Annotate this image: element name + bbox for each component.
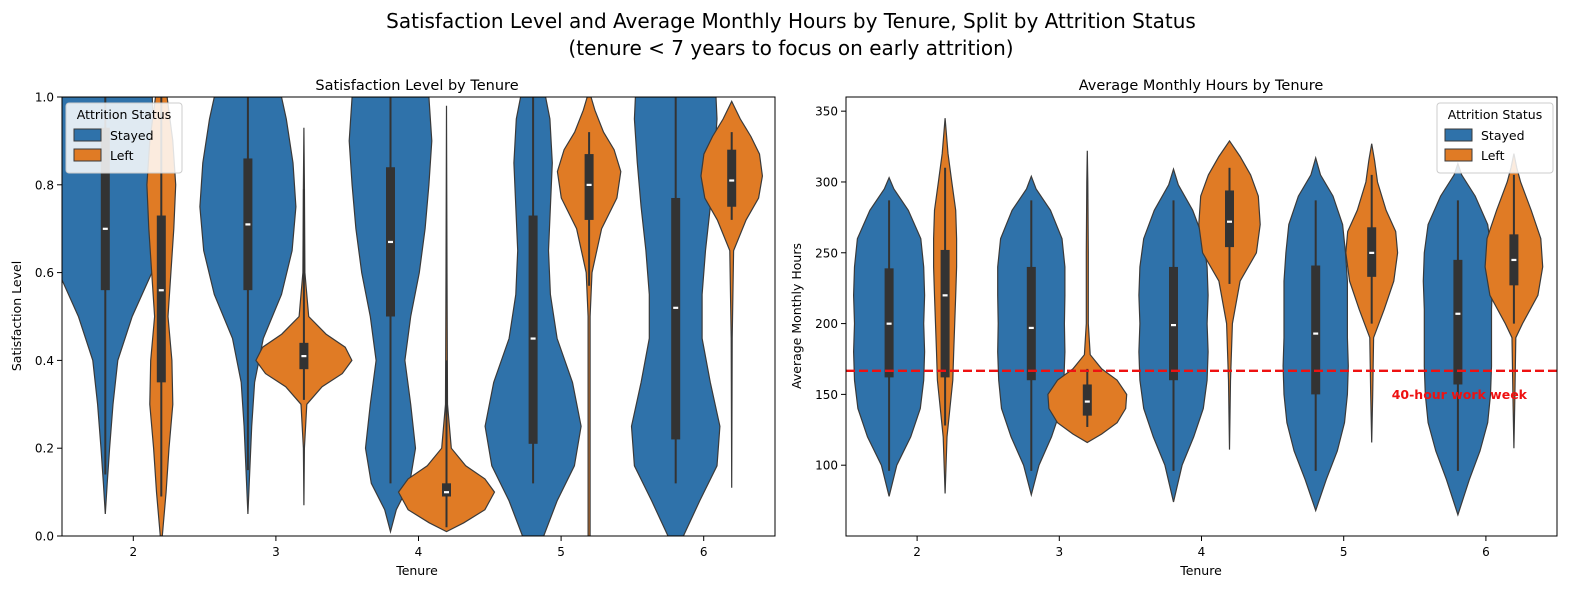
x-tick-label: 3 [1055,545,1063,559]
median-stayed-tenure-3 [1028,326,1034,330]
reference-line-label: 40-hour work week [1392,387,1528,402]
x-tick-label: 2 [913,545,921,559]
median-left-tenure-6 [1511,258,1517,262]
x-tick-label: 3 [272,545,280,559]
satisfaction-y-axis-label: Satisfaction Level [9,261,24,371]
median-stayed-tenure-2 [886,322,892,325]
iqr-box-stayed-tenure-6 [671,197,681,440]
median-stayed-tenure-2 [102,227,108,230]
legend-entry-left: Left [1481,148,1505,163]
legend-swatch-stayed [73,128,102,142]
y-tick-label: 150 [815,388,838,402]
y-tick-label: 0.2 [35,442,54,456]
iqr-box-stayed-tenure-4 [1169,266,1178,381]
iqr-box-left-tenure-2 [156,215,166,383]
median-left-tenure-4 [444,491,449,494]
y-tick-label: 0.6 [35,266,54,280]
iqr-box-left-tenure-5 [584,154,594,220]
median-left-tenure-5 [1369,251,1375,254]
figure-subtitle: (tenure < 7 years to focus on early attr… [568,36,1014,60]
legend-entry-left: Left [110,148,134,163]
iqr-box-stayed-tenure-5 [1311,265,1321,395]
iqr-box-stayed-tenure-2 [100,127,110,291]
y-tick-label: 200 [815,317,838,331]
plot-area [62,97,764,536]
median-stayed-tenure-4 [1171,323,1176,327]
y-tick-label: 1.0 [35,91,54,105]
median-stayed-tenure-5 [530,337,536,340]
violin-left-tenure-3 [1047,150,1128,444]
median-stayed-tenure-5 [1313,332,1319,335]
violin-left-tenure-4 [397,105,496,533]
x-tick-label: 4 [1198,545,1206,559]
median-left-tenure-5 [586,183,592,186]
legend-entry-stayed: Stayed [110,128,154,143]
hours-panel-title: Average Monthly Hours by Tenure [1079,78,1324,94]
y-tick-label: 0.0 [35,530,54,544]
iqr-box-stayed-tenure-5 [528,215,538,444]
y-tick-label: 100 [815,459,838,473]
iqr-box-left-tenure-4 [442,483,451,497]
hours-panel: Average Monthly Hours by Tenure Tenure A… [789,78,1558,578]
satisfaction-panel-title: Satisfaction Level by Tenure [315,78,518,94]
median-stayed-tenure-6 [1455,312,1461,315]
iqr-box-left-tenure-3 [1082,384,1092,416]
legend-entry-stayed: Stayed [1481,128,1525,143]
hours-x-axis-label: Tenure [1179,563,1222,578]
x-tick-label: 6 [1482,545,1490,559]
violin-left-tenure-4 [1198,139,1261,450]
violin-left-tenure-6 [700,100,764,488]
x-tick-label: 5 [1340,545,1348,559]
iqr-box-left-tenure-6 [727,149,737,207]
x-tick-label: 6 [700,545,708,559]
median-left-tenure-2 [942,294,948,297]
median-left-tenure-2 [158,289,164,292]
iqr-box-stayed-tenure-3 [1026,266,1036,381]
x-tick-label: 2 [129,545,137,559]
y-tick-label: 300 [815,175,838,189]
y-tick-label: 0.4 [35,354,54,368]
iqr-box-left-tenure-4 [1225,190,1234,248]
satisfaction-panel: Satisfaction Level by Tenure Tenure Sati… [9,78,776,578]
y-tick-label: 0.8 [35,178,54,192]
y-tick-label: 350 [815,105,838,119]
plot-area [852,118,1544,517]
legend-swatch-left [73,148,102,162]
violin-stayed-tenure-2 [62,97,154,515]
figure-title: Satisfaction Level and Average Monthly H… [386,9,1196,33]
median-left-tenure-4 [1227,220,1232,223]
x-tick-label: 5 [557,545,565,559]
median-stayed-tenure-4 [388,240,393,244]
median-left-tenure-6 [729,179,735,182]
y-tick-label: 250 [815,246,838,260]
legend-swatch-left [1444,148,1473,162]
violin-left-tenure-5 [556,97,622,536]
median-stayed-tenure-6 [673,306,679,309]
hours-y-axis-label: Average Monthly Hours [789,243,804,389]
x-tick-label: 4 [415,545,423,559]
median-stayed-tenure-3 [245,223,251,226]
legend-swatch-stayed [1444,128,1473,142]
iqr-box-left-tenure-2 [940,249,950,378]
legend-title: Attrition Status [1448,107,1543,122]
legend: Attrition Status Stayed Left [1436,102,1554,174]
median-left-tenure-3 [1084,400,1090,403]
median-left-tenure-3 [301,355,307,358]
iqr-box-stayed-tenure-6 [1453,259,1463,385]
legend-title: Attrition Status [77,107,172,122]
legend: Attrition Status Stayed Left [65,102,183,174]
satisfaction-x-axis-label: Tenure [395,563,438,578]
